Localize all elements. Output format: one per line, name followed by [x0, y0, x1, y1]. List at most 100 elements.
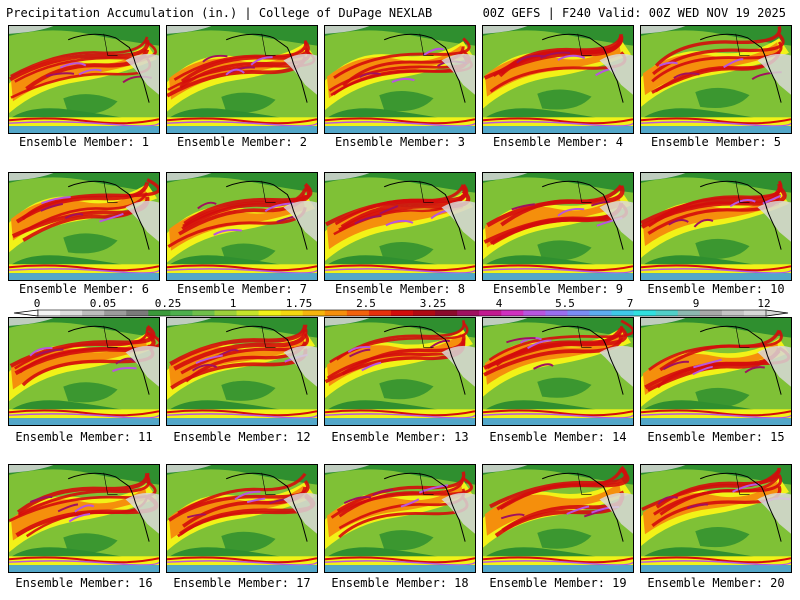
precip-map-16: [9, 465, 159, 572]
colorbar-segment: [170, 310, 193, 316]
ensemble-panel-15: [640, 317, 792, 426]
member-caption-18: Ensemble Member: 18: [331, 576, 469, 590]
colorbar-segment: [368, 310, 392, 316]
member-caption-13: Ensemble Member: 13: [331, 430, 469, 444]
colorbar-segment: [390, 310, 414, 316]
precip-colorbar: [13, 309, 789, 317]
member-caption-1: Ensemble Member: 1: [18, 135, 150, 149]
colorbar-segment: [457, 310, 480, 316]
colorbar-segment: [324, 310, 348, 316]
colorbar-label: 9: [692, 297, 700, 310]
precip-map-17: [167, 465, 317, 572]
member-caption-2: Ensemble Member: 2: [176, 135, 308, 149]
colorbar-segment: [104, 310, 127, 316]
colorbar-segment: [523, 310, 546, 316]
colorbar-segment: [413, 310, 436, 316]
precip-map-18: [325, 465, 475, 572]
member-caption-15: Ensemble Member: 15: [647, 430, 785, 444]
ensemble-panel-11: [8, 317, 160, 426]
colorbar-segment: [82, 310, 105, 316]
member-caption-7: Ensemble Member: 7: [176, 282, 308, 296]
precip-map-13: [325, 318, 475, 425]
colorbar-segment: [214, 310, 238, 316]
ensemble-panel-17: [166, 464, 318, 573]
member-caption-9: Ensemble Member: 9: [492, 282, 624, 296]
colorbar-label: 3.25: [419, 297, 447, 310]
member-caption-17: Ensemble Member: 17: [173, 576, 311, 590]
member-caption-12: Ensemble Member: 12: [173, 430, 311, 444]
colorbar-segment: [192, 310, 215, 316]
ensemble-panel-8: [324, 172, 476, 281]
precip-map-7: [167, 173, 317, 280]
ensemble-panel-16: [8, 464, 160, 573]
colorbar-segment: [567, 310, 591, 316]
ensemble-panel-4: [482, 25, 634, 134]
precip-map-8: [325, 173, 475, 280]
precip-map-20: [641, 465, 791, 572]
colorbar-segment: [435, 310, 458, 316]
precip-map-6: [9, 173, 159, 280]
ensemble-panel-6: [8, 172, 160, 281]
colorbar-segment: [633, 310, 657, 316]
ensemble-panel-1: [8, 25, 160, 134]
ensemble-panel-7: [166, 172, 318, 281]
colorbar-segment: [148, 310, 171, 316]
valid-time: 00Z GEFS | F240 Valid: 00Z WED NOV 19 20…: [482, 6, 786, 20]
member-caption-16: Ensemble Member: 16: [15, 576, 153, 590]
member-caption-10: Ensemble Member: 10: [647, 282, 785, 296]
colorbar-label: 7: [626, 297, 634, 310]
colorbar-segment: [479, 310, 502, 316]
precip-map-4: [483, 26, 633, 133]
precip-map-12: [167, 318, 317, 425]
colorbar-label: 1.75: [285, 297, 313, 310]
colorbar-segment: [280, 310, 304, 316]
precip-map-1: [9, 26, 159, 133]
ensemble-panel-9: [482, 172, 634, 281]
colorbar-segment: [721, 310, 745, 316]
precip-map-11: [9, 318, 159, 425]
ensemble-panel-18: [324, 464, 476, 573]
member-caption-8: Ensemble Member: 8: [334, 282, 466, 296]
colorbar-segment: [545, 310, 568, 316]
ensemble-panel-10: [640, 172, 792, 281]
precip-map-14: [483, 318, 633, 425]
member-caption-4: Ensemble Member: 4: [492, 135, 624, 149]
colorbar-label: 2.5: [356, 297, 376, 310]
colorbar-segment: [655, 310, 679, 316]
colorbar-segment: [236, 310, 260, 316]
map-title: Precipitation Accumulation (in.) | Colle…: [6, 6, 433, 20]
precip-map-3: [325, 26, 475, 133]
colorbar-segment: [346, 310, 370, 316]
colorbar-segment: [258, 310, 282, 316]
colorbar-label: 5.5: [555, 297, 575, 310]
ensemble-panel-5: [640, 25, 792, 134]
colorbar-segment: [126, 310, 149, 316]
ensemble-panel-3: [324, 25, 476, 134]
precip-map-5: [641, 26, 791, 133]
colorbar-segment: [677, 310, 701, 316]
colorbar-label: 0: [33, 297, 41, 310]
colorbar-label: 1: [229, 297, 237, 310]
member-caption-11: Ensemble Member: 11: [15, 430, 153, 444]
precip-map-9: [483, 173, 633, 280]
colorbar-segment: [501, 310, 524, 316]
member-caption-19: Ensemble Member: 19: [489, 576, 627, 590]
colorbar-label: 12: [757, 297, 771, 310]
member-caption-3: Ensemble Member: 3: [334, 135, 466, 149]
precip-map-19: [483, 465, 633, 572]
colorbar-segment: [589, 310, 613, 316]
ensemble-panel-13: [324, 317, 476, 426]
member-caption-6: Ensemble Member: 6: [18, 282, 150, 296]
member-caption-20: Ensemble Member: 20: [647, 576, 785, 590]
ensemble-panel-14: [482, 317, 634, 426]
member-caption-14: Ensemble Member: 14: [489, 430, 627, 444]
colorbar-label: 0.25: [154, 297, 182, 310]
precip-map-2: [167, 26, 317, 133]
member-caption-5: Ensemble Member: 5: [650, 135, 782, 149]
ensemble-panel-12: [166, 317, 318, 426]
colorbar-segment: [302, 310, 326, 316]
colorbar-segment: [611, 310, 635, 316]
ensemble-panel-19: [482, 464, 634, 573]
colorbar-label: 4: [495, 297, 503, 310]
ensemble-panel-20: [640, 464, 792, 573]
